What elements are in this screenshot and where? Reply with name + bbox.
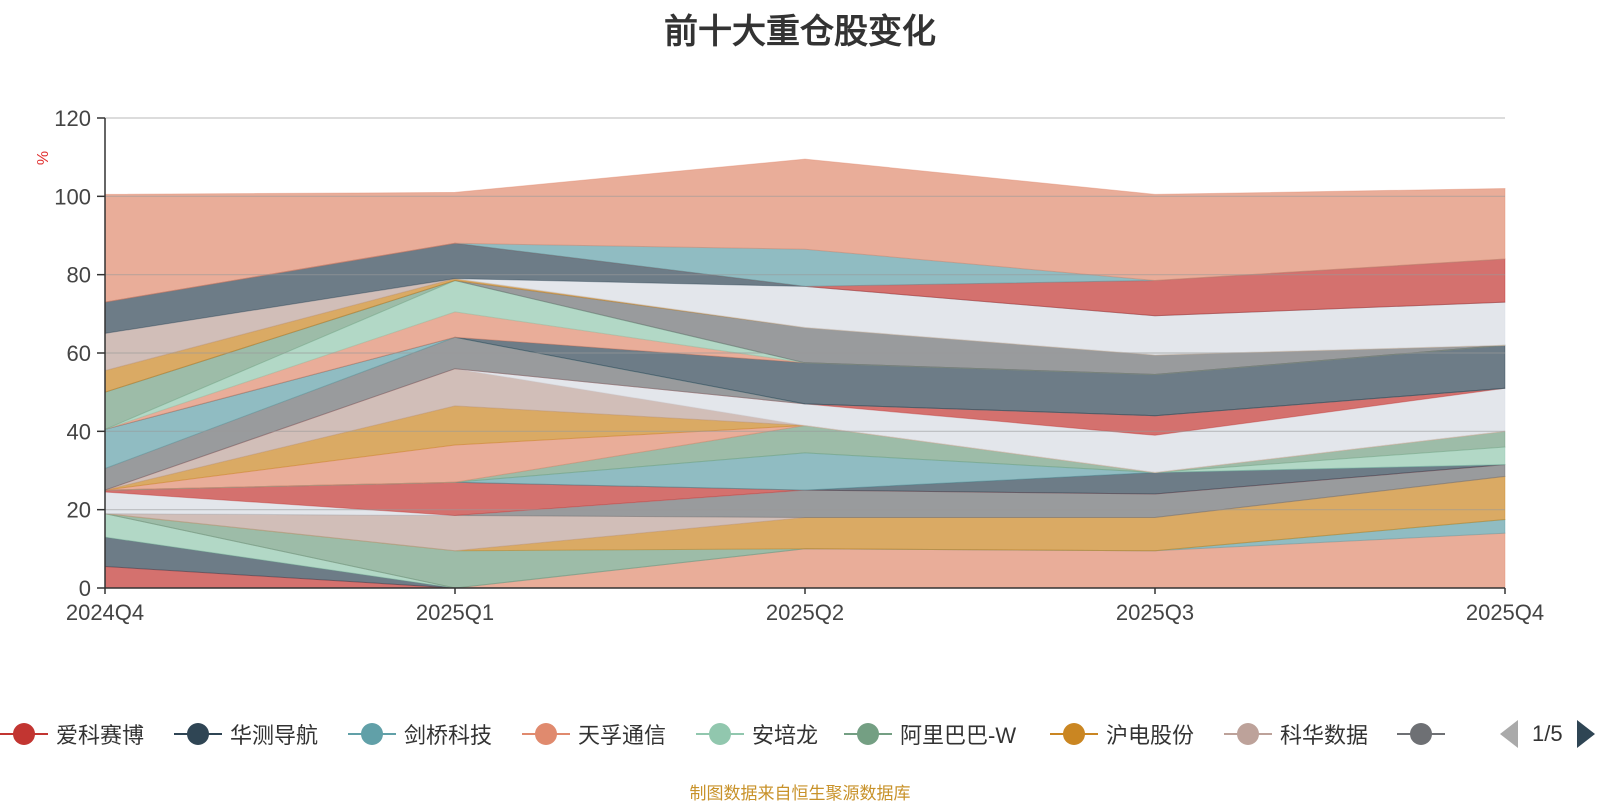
y-tick-label: 0 <box>79 576 91 601</box>
data-source-note: 制图数据来自恒生聚源数据库 <box>689 784 911 803</box>
legend-item[interactable] <box>1397 716 1445 752</box>
legend-item[interactable]: 阿里巴巴-W <box>844 716 1016 752</box>
legend-marker-icon <box>696 716 744 752</box>
legend-marker-icon <box>174 716 222 752</box>
legend-item[interactable]: 华测导航 <box>174 716 318 752</box>
legend-marker-icon <box>1397 716 1445 752</box>
legend-marker-icon <box>348 716 396 752</box>
legend-item[interactable]: 沪电股份 <box>1050 716 1194 752</box>
y-axis-unit: % <box>35 151 52 165</box>
legend-label: 沪电股份 <box>1106 723 1195 748</box>
legend-marker-icon <box>1224 716 1272 752</box>
next-page-arrow-icon[interactable] <box>1576 720 1595 748</box>
area-series-31[interactable] <box>104 242 1506 317</box>
y-tick-label: 80 <box>67 263 91 288</box>
prev-page-arrow-icon[interactable] <box>1500 720 1518 748</box>
legend-label: 爱科赛博 <box>56 723 145 748</box>
y-tick-label: 100 <box>54 184 91 209</box>
legend-label: 华测导航 <box>230 723 319 748</box>
y-tick-label: 40 <box>67 419 91 444</box>
legend-item[interactable]: 剑桥科技 <box>348 716 492 752</box>
legend-item[interactable]: 科华数据 <box>1224 716 1368 752</box>
legend-pager: 1/5 <box>1500 716 1595 752</box>
legend-marker-icon <box>1050 716 1098 752</box>
legend-page-indicator: 1/5 <box>1532 721 1563 746</box>
y-tick-label: 120 <box>54 106 91 131</box>
legend: 爱科赛博 华测导航 剑桥科技 天孚通信 安培龙 阿里巴巴-W 沪电股份 科华数据 <box>0 716 1600 752</box>
area-series-13[interactable] <box>104 446 1506 491</box>
x-tick-label: 2024Q4 <box>66 600 144 625</box>
x-tick-label: 2025Q4 <box>1466 600 1544 625</box>
legend-item[interactable]: 安培龙 <box>696 716 818 752</box>
legend-item[interactable]: 天孚通信 <box>522 716 666 752</box>
y-tick-label: 60 <box>67 341 91 366</box>
legend-item[interactable]: 爱科赛博 <box>0 716 144 752</box>
y-tick-label: 20 <box>67 498 91 523</box>
legend-marker-icon <box>0 716 48 752</box>
area-series-30[interactable] <box>104 242 1506 334</box>
legend-label: 剑桥科技 <box>404 723 493 748</box>
legend-label: 安培龙 <box>752 723 819 748</box>
x-tick-label: 2025Q1 <box>416 600 494 625</box>
area-series-group <box>104 158 1506 589</box>
grid-lines <box>105 117 1505 511</box>
legend-label: 阿里巴巴-W <box>900 723 1017 748</box>
x-tick-label: 2025Q2 <box>766 600 844 625</box>
legend-label: 科华数据 <box>1280 723 1369 748</box>
area-series-33[interactable] <box>104 158 1506 303</box>
stacked-area-chart: 0 20 40 60 80 100 120 2024Q4 2025Q1 2025Q2 2025Q3 2… <box>35 106 1544 625</box>
legend-label: 天孚通信 <box>578 723 667 748</box>
chart-title: 前十大重仓股变化 <box>664 13 936 51</box>
x-tick-label: 2025Q3 <box>1116 600 1194 625</box>
axes: 0 20 40 60 80 100 120 2024Q4 2025Q1 2025Q2 2025Q3 2… <box>54 106 1544 625</box>
legend-marker-icon <box>844 716 892 752</box>
area-series-4[interactable] <box>104 513 1506 589</box>
legend-marker-icon <box>522 716 570 752</box>
area-series-6[interactable] <box>104 475 1506 552</box>
